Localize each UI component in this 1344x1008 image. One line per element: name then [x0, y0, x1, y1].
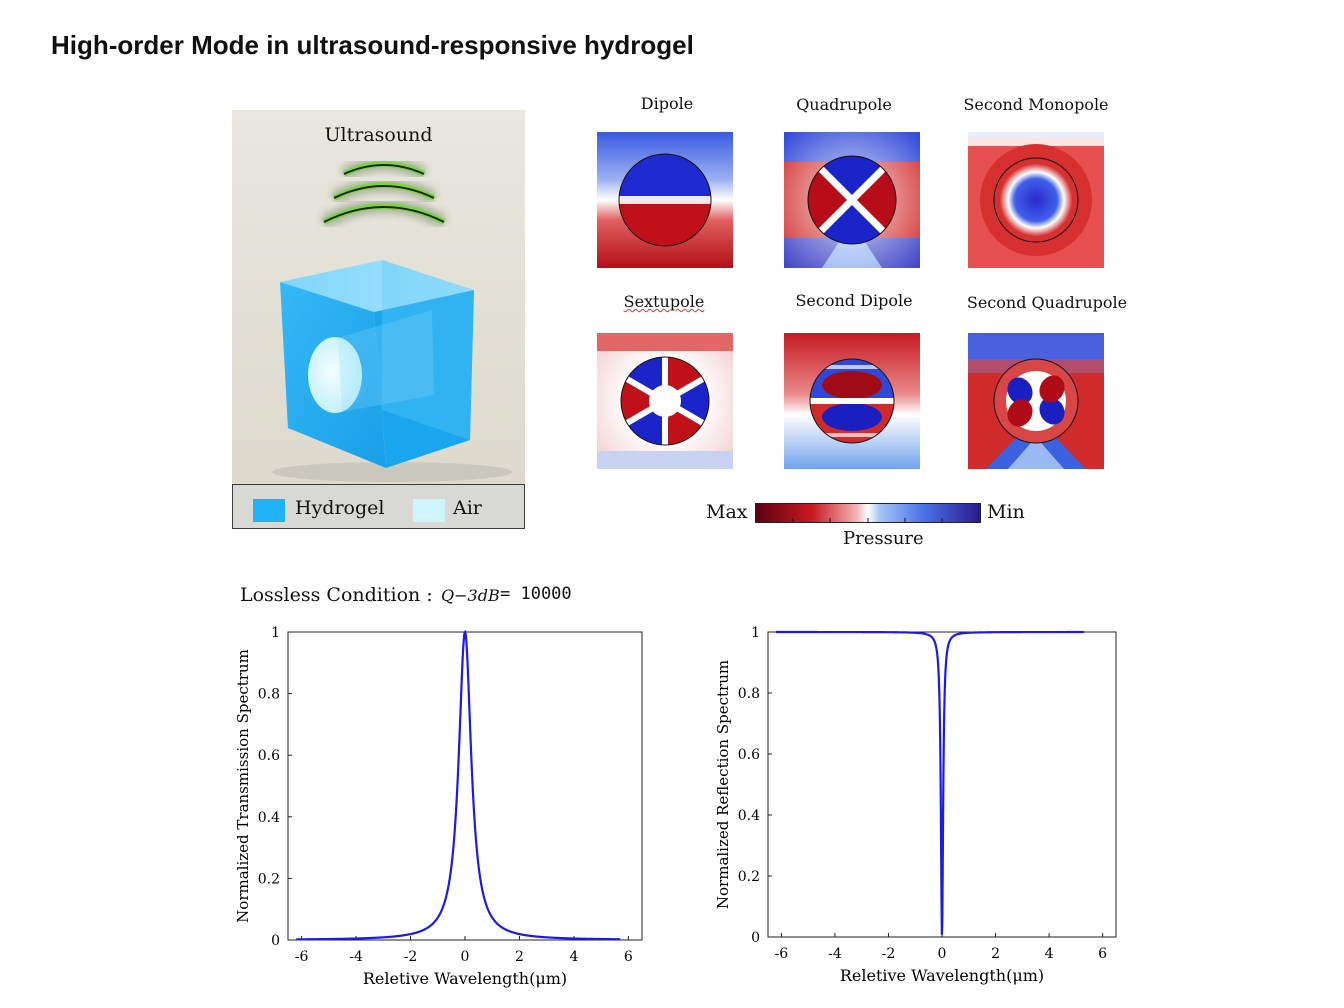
- pressure-colorbar: [755, 503, 981, 523]
- hydrogel-cube-drawing: [272, 157, 512, 482]
- q-factor-value: = 10000: [500, 584, 572, 604]
- transmission-x-axis-label: Reletive Wavelength(μm): [363, 969, 567, 988]
- mode-map-sextupole: [597, 333, 733, 469]
- hydrogel-swatch: [253, 499, 285, 522]
- x-tick-label: 4: [1045, 946, 1054, 962]
- x-tick-label: 6: [624, 949, 633, 965]
- y-tick-label: 0.6: [738, 747, 760, 763]
- material-legend: Hydrogel Air: [232, 484, 525, 529]
- y-tick-label: 0.4: [258, 810, 280, 826]
- colorbar-max-label: Max: [706, 501, 748, 523]
- y-tick-label: 1: [271, 625, 280, 641]
- y-tick-label: 0: [751, 930, 760, 946]
- x-tick-label: -6: [775, 946, 789, 962]
- reflection-curve: [776, 630, 1084, 935]
- mode-label-dipole: Dipole: [640, 94, 694, 113]
- y-tick-label: 0: [271, 933, 280, 949]
- transmission-plot-frame: [287, 631, 643, 941]
- y-tick-label: 0.8: [258, 687, 280, 703]
- y-tick-label: 0.4: [738, 808, 760, 824]
- y-tick-label: 0.2: [258, 871, 280, 887]
- x-tick-label: 6: [1098, 946, 1107, 962]
- x-tick-label: 0: [461, 949, 470, 965]
- mode-label-sextupole: Sextupole: [623, 292, 705, 311]
- x-tick-label: -4: [349, 949, 363, 965]
- mode-map-second-quadrupole: [968, 333, 1104, 469]
- x-tick-label: -2: [404, 949, 418, 965]
- x-tick-label: 2: [991, 946, 1000, 962]
- mode-map-second-monopole: [968, 132, 1104, 268]
- transmission-y-axis-label: Normalized Transmission Spectrum: [234, 649, 252, 923]
- y-tick-label: 0.2: [738, 869, 760, 885]
- ultrasound-waves-icon: [320, 157, 448, 229]
- colorbar-min-label: Min: [987, 501, 1025, 523]
- transmission-chart: -6 -4 -2 0 2 4 6 0 0.2 0.4 0.6 0.8 1 Reletive Wavele…: [234, 625, 643, 988]
- reflection-chart: -6 -4 -2 0 2 4 6 0 0.2 0.4 0.6 0.8 1 Reletive Wavele…: [714, 625, 1117, 985]
- air-swatch: [413, 499, 445, 522]
- hydrogel-cube: [272, 260, 512, 482]
- air-cavity: [308, 337, 362, 413]
- hydrogel-illustration: Ultrasound: [232, 110, 525, 484]
- y-tick-label: 1: [751, 625, 760, 641]
- mode-label-second-dipole: Second Dipole: [795, 291, 913, 310]
- x-tick-label: 2: [515, 949, 524, 965]
- y-tick-label: 0.6: [258, 748, 280, 764]
- x-tick-label: 4: [569, 949, 578, 965]
- ultrasound-label: Ultrasound: [324, 124, 433, 146]
- mode-label-quadrupole: Quadrupole: [796, 95, 892, 114]
- x-tick-label: 0: [938, 946, 947, 962]
- y-tick-label: 0.8: [738, 686, 760, 702]
- mode-label-second-monopole: Second Monopole: [963, 95, 1109, 114]
- x-tick-label: -2: [882, 946, 896, 962]
- air-legend-label: Air: [453, 497, 482, 519]
- reflection-x-axis-label: Reletive Wavelength(μm): [840, 966, 1044, 985]
- q-factor-symbol: Q−3dB: [441, 586, 500, 605]
- x-tick-label: -4: [828, 946, 842, 962]
- lossless-condition-label: Lossless Condition :: [240, 584, 433, 606]
- page-title: High-order Mode in ultrasound-responsive…: [51, 30, 694, 60]
- colorbar-title: Pressure: [843, 528, 924, 549]
- x-tick-label: -6: [295, 949, 309, 965]
- reflection-y-axis-label: Normalized Reflection Spectrum: [714, 660, 732, 909]
- transmission-curve: [296, 629, 621, 941]
- mode-map-dipole: [597, 132, 733, 268]
- mode-label-second-quadrupole: Second Quadrupole: [966, 293, 1128, 312]
- mode-map-quadrupole: [784, 132, 920, 268]
- hydrogel-legend-label: Hydrogel: [295, 497, 385, 519]
- mode-map-second-dipole: [784, 333, 920, 469]
